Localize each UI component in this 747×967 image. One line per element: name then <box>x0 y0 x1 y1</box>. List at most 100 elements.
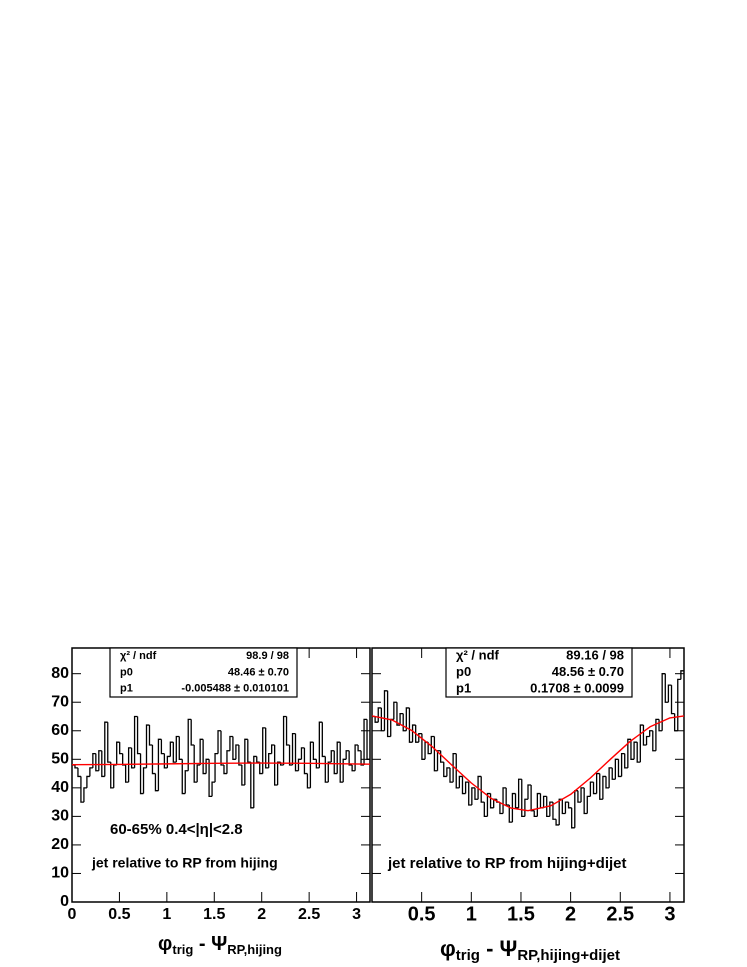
histogram-bin <box>354 744 359 771</box>
histogram-bin <box>154 773 159 792</box>
histogram-bin <box>561 799 566 815</box>
x-axis-title-part: trig <box>456 947 480 964</box>
histogram-bin <box>122 753 126 766</box>
histogram-bin <box>187 718 192 771</box>
histogram-bin <box>673 713 678 732</box>
histogram-bin <box>380 707 385 732</box>
histogram-bin <box>330 750 335 763</box>
histogram-bin <box>244 738 248 785</box>
panel: 0.5 1 1.5 2 2.5 3 χ² / ndf 89.16 / 98 p0 48.56 ± … <box>371 647 685 964</box>
histogram-bin <box>127 747 132 783</box>
histogram-bin <box>636 742 641 763</box>
histogram-bin <box>571 807 575 829</box>
histogram-bin <box>452 752 457 783</box>
histogram-bin <box>273 745 278 786</box>
histogram-bin <box>508 804 513 823</box>
histogram-bin <box>533 810 538 818</box>
histogram-bin <box>77 767 81 778</box>
histogram-bin <box>199 738 204 766</box>
x-axis-title-part: φ <box>158 933 172 955</box>
histogram-bin <box>83 787 87 803</box>
histogram-bin <box>220 730 224 766</box>
histogram-bin <box>480 776 485 803</box>
histogram-bin <box>184 770 189 794</box>
histogram-bin <box>333 750 338 775</box>
histogram-bin <box>605 776 610 789</box>
stats-value: 48.46 ± 0.70 <box>228 666 289 678</box>
histogram-bin <box>363 718 368 766</box>
histogram-bin <box>455 753 460 789</box>
histogram-bin <box>483 802 488 818</box>
histogram-bin <box>196 764 201 783</box>
x-tick-label: 3 <box>664 903 675 925</box>
stats-value: 89.16 / 98 <box>566 648 624 663</box>
histogram-bin <box>390 718 394 737</box>
histogram-bin <box>178 736 183 760</box>
histogram-bin <box>567 802 572 809</box>
x-axis-title-part: RP,hijing+dijet <box>517 947 620 964</box>
histogram-bin <box>214 752 219 783</box>
histogram-bin <box>649 730 653 737</box>
histogram-bin <box>172 742 177 763</box>
y-tick-label: 30 <box>51 808 69 825</box>
y-tick-label: 60 <box>51 722 69 739</box>
y-tick-label: 20 <box>51 836 69 853</box>
histogram-bin <box>393 701 397 720</box>
histogram-bin <box>136 716 141 755</box>
histogram-bin <box>530 784 535 812</box>
histogram-bin <box>670 685 675 715</box>
histogram-bin <box>399 712 404 726</box>
histogram-bin <box>208 759 213 798</box>
histogram-bin <box>627 738 631 768</box>
histogram-bin <box>303 747 308 775</box>
histogram-bin <box>268 752 272 768</box>
histogram-bin <box>486 792 491 817</box>
histogram-bin <box>552 802 557 820</box>
y-tick-label: 80 <box>51 665 69 682</box>
histogram-bin <box>238 745 242 766</box>
histogram-bin <box>464 781 469 794</box>
x-axis-title-part: trig <box>172 942 193 957</box>
histogram-bin <box>276 761 281 785</box>
histogram-bin <box>130 747 135 769</box>
histogram-bin <box>133 715 138 768</box>
histogram-bin <box>271 744 275 754</box>
stats-name: χ² / ndf <box>120 650 157 662</box>
histogram-bin <box>247 739 251 763</box>
histogram-bin <box>119 742 123 755</box>
histogram-bin <box>157 738 162 791</box>
x-axis-title-part: φ <box>440 936 456 961</box>
histogram-bin <box>589 781 594 797</box>
x-axis-title-part: - Ψ <box>193 933 227 955</box>
x-axis-title: φtrig - ΨRP,hijing+dijet <box>440 936 620 964</box>
histogram-bin <box>312 742 317 760</box>
histogram-bin <box>345 750 350 760</box>
histogram-bin <box>95 753 99 772</box>
x-tick-label: 1.5 <box>507 903 535 925</box>
histogram-bin <box>471 787 475 805</box>
histogram-bin <box>595 772 600 794</box>
histogram-bin <box>339 742 344 783</box>
histogram-bin <box>366 719 370 760</box>
histogram-bin <box>549 801 553 817</box>
histogram-bin <box>383 690 388 731</box>
histogram-bin <box>360 750 365 766</box>
histogram-bin <box>101 750 105 778</box>
histogram-bin <box>190 719 195 746</box>
x-tick-label: 2 <box>565 903 576 925</box>
histogram-bin <box>396 702 401 726</box>
histogram-bin <box>145 724 150 768</box>
histogram-bin <box>235 744 239 760</box>
x-axis-title: φtrig - ΨRP,hijing <box>158 933 282 957</box>
histogram-bin <box>386 690 391 738</box>
histogram-bin <box>602 775 606 800</box>
histogram-bin <box>348 750 353 766</box>
x-tick-label: 2.5 <box>606 903 634 925</box>
x-tick-label: 1 <box>162 906 171 923</box>
histogram-bin <box>250 762 254 809</box>
histogram-bin <box>415 725 419 743</box>
histogram-bin <box>139 753 144 795</box>
histogram-bin <box>408 707 413 743</box>
histogram-bin <box>151 745 156 775</box>
